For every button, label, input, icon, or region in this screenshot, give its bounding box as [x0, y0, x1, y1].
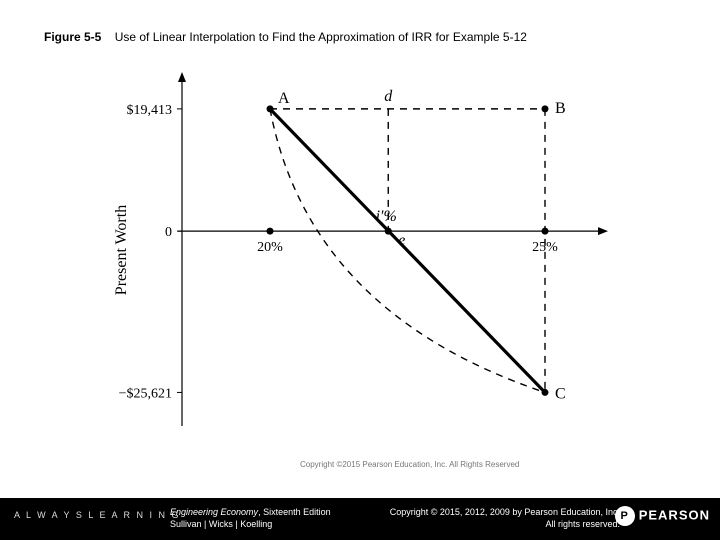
interpolation-chart: $19,4130−$25,62120%25%Present WorthABCde… — [90, 60, 630, 460]
svg-text:i′%: i′% — [376, 208, 397, 225]
pearson-brand: P PEARSON — [615, 506, 710, 526]
footer-copyright-line2: All rights reserved. — [545, 519, 620, 529]
figure-caption: Figure 5-5 Use of Linear Interpolation t… — [44, 30, 527, 44]
book-edition: , Sixteenth Edition — [258, 507, 331, 517]
svg-text:Present Worth: Present Worth — [113, 205, 130, 295]
book-info: Engineering Economy, Sixteenth Edition S… — [170, 506, 331, 530]
svg-text:C: C — [555, 385, 566, 402]
pearson-brand-text: PEARSON — [639, 507, 710, 522]
svg-text:B: B — [555, 100, 566, 117]
book-authors: Sullivan | Wicks | Koelling — [170, 519, 272, 529]
svg-text:0: 0 — [165, 225, 172, 240]
svg-text:e: e — [398, 232, 405, 249]
svg-text:20%: 20% — [257, 240, 283, 255]
footer-copyright-line1: Copyright © 2015, 2012, 2009 by Pearson … — [390, 507, 620, 517]
footer-bar: A L W A Y S L E A R N I N G Engineering … — [0, 498, 720, 540]
footer-copyright: Copyright © 2015, 2012, 2009 by Pearson … — [390, 506, 620, 530]
svg-text:−$25,621: −$25,621 — [119, 386, 172, 401]
chart-inner-copyright: Copyright ©2015 Pearson Education, Inc. … — [300, 460, 519, 469]
figure-title: Use of Linear Interpolation to Find the … — [115, 30, 527, 44]
svg-text:A: A — [278, 90, 290, 107]
figure-label: Figure 5-5 — [44, 30, 101, 44]
svg-text:$19,413: $19,413 — [127, 103, 173, 118]
svg-text:d: d — [384, 88, 393, 105]
always-learning-text: A L W A Y S L E A R N I N G — [14, 510, 181, 520]
book-title: Engineering Economy — [170, 507, 258, 517]
pearson-logo-icon: P — [615, 506, 635, 526]
chart-container: $19,4130−$25,62120%25%Present WorthABCde… — [90, 60, 630, 460]
